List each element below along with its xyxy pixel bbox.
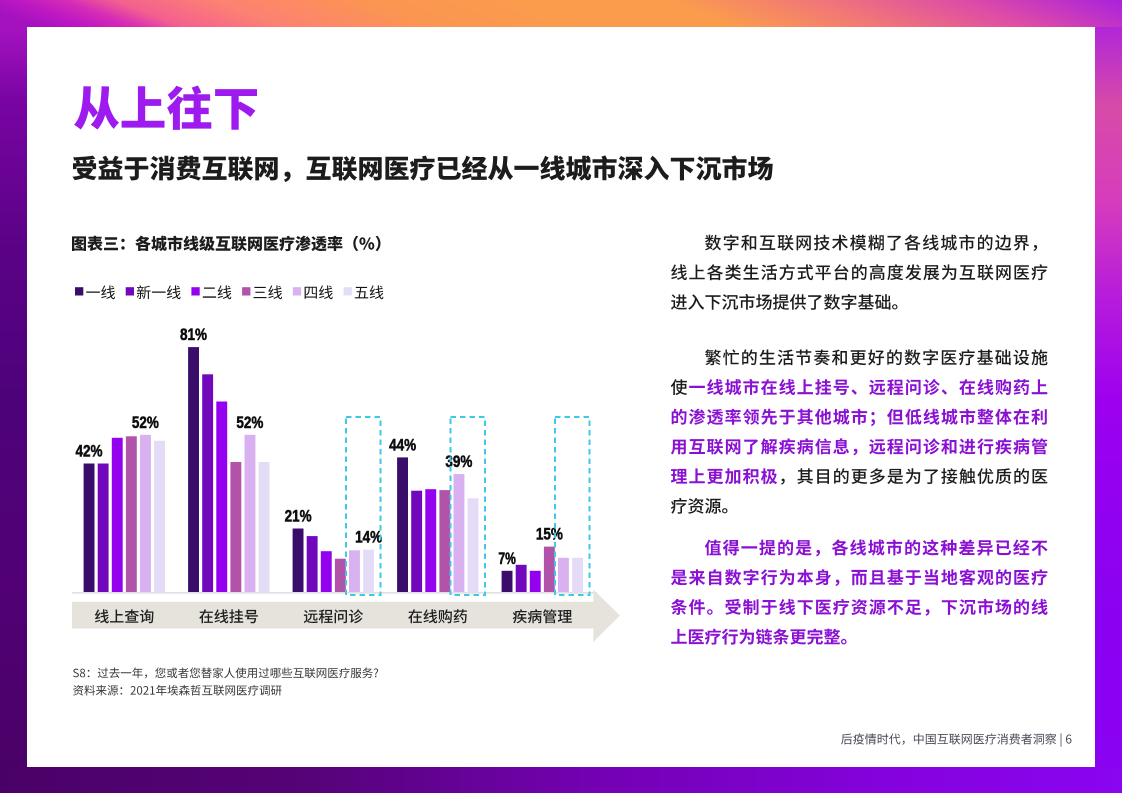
svg-text:44%: 44% [389, 436, 416, 454]
svg-text:21%: 21% [285, 508, 312, 526]
svg-text:42%: 42% [76, 443, 103, 461]
svg-text:15%: 15% [536, 526, 563, 544]
svg-text:52%: 52% [132, 414, 159, 432]
svg-text:52%: 52% [236, 414, 263, 432]
svg-text:7%: 7% [498, 550, 516, 568]
svg-text:14%: 14% [355, 529, 382, 547]
svg-text:39%: 39% [445, 453, 472, 471]
svg-text:81%: 81% [180, 326, 207, 344]
